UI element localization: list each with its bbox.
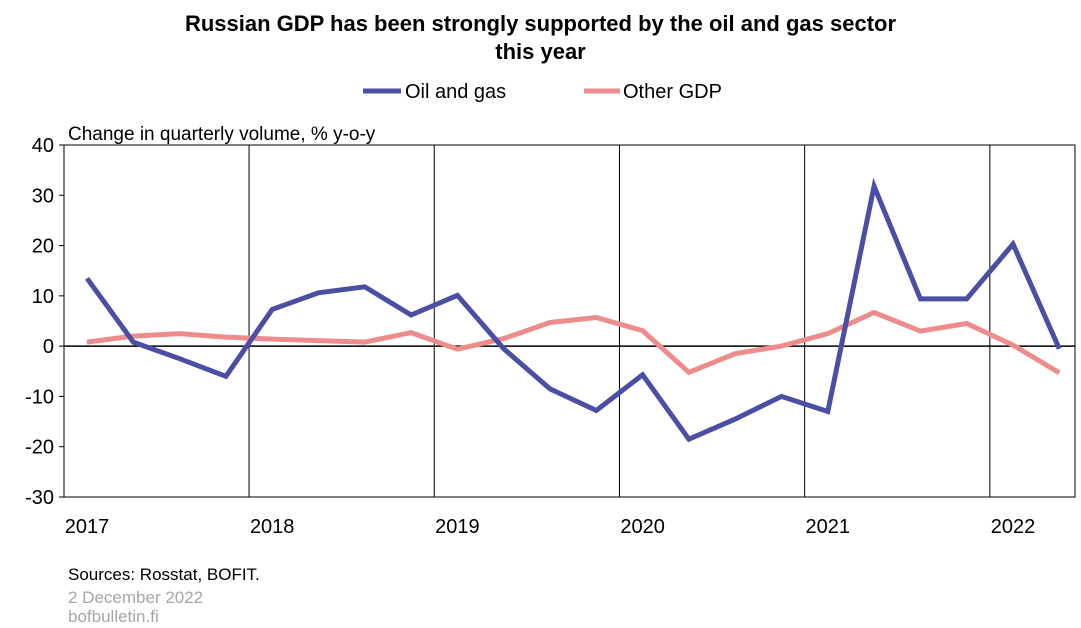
chart-title-line-2: this year: [495, 39, 586, 64]
sources-note: Sources: Rosstat, BOFIT.: [68, 565, 260, 584]
y-tick-label: 0: [43, 336, 54, 358]
chart-title-line-1: Russian GDP has been strongly supported …: [184, 11, 897, 36]
x-year-label: 2017: [65, 516, 110, 538]
y-tick-label: -10: [25, 386, 54, 408]
y-tick-label: -30: [25, 487, 54, 509]
plot-frame: [63, 144, 1076, 498]
line-chart: 40 30 20 10 0 -10 -20 -30 2017 2018 2019 2020 2021 20…: [25, 81, 1076, 538]
legend-label: Oil and gas: [405, 81, 506, 103]
y-tick-label: 40: [32, 135, 54, 157]
x-year-label: 2018: [250, 516, 295, 538]
chart-title: Russian GDP has been strongly supported …: [0, 10, 1081, 66]
x-year-label: 2020: [620, 516, 665, 538]
series-line-oil-and-gas: [84, 177, 1062, 443]
x-year-label: 2021: [806, 516, 851, 538]
y-tick-label: 20: [32, 236, 54, 258]
site-url: bofbulletin.fi: [68, 607, 159, 626]
publication-date: 2 December 2022: [68, 588, 204, 607]
x-year-label: 2019: [435, 516, 480, 538]
y-axis-label: Change in quarterly volume, % y-o-y: [68, 124, 376, 145]
series-line-other-gdp: [86, 309, 1061, 376]
y-tick-label: 30: [32, 185, 54, 207]
x-year-label: 2022: [991, 516, 1036, 538]
y-tick-label: 10: [32, 286, 54, 308]
legend-label: Other GDP: [623, 81, 722, 103]
y-tick-label: -20: [25, 437, 54, 459]
